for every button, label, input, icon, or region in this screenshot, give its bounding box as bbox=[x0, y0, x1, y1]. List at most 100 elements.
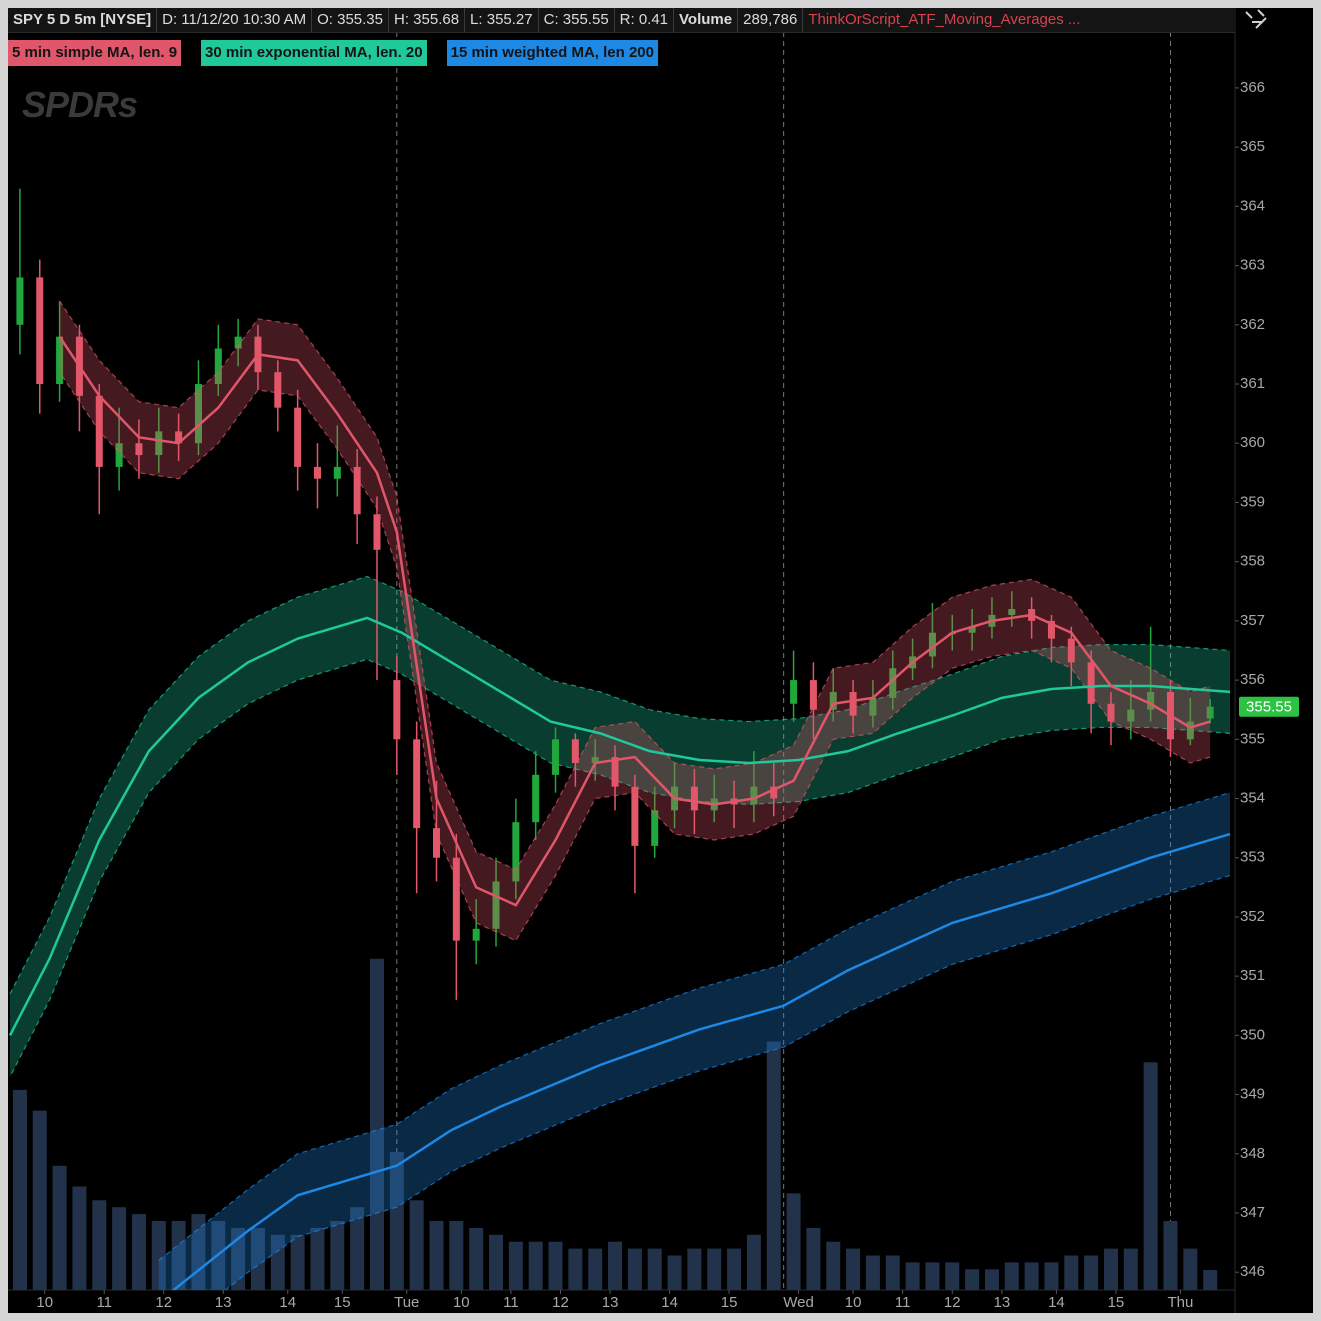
x-tick-label: 12 bbox=[155, 1294, 172, 1311]
legend-entry[interactable]: 30 min exponential MA, len. 20 bbox=[201, 40, 427, 66]
plot-area bbox=[8, 32, 1231, 1290]
volume-bar bbox=[766, 1041, 781, 1290]
volume-bar bbox=[409, 1200, 424, 1290]
y-tick-label: 353 bbox=[1240, 849, 1265, 866]
candle-body bbox=[571, 739, 579, 763]
candle-body bbox=[56, 336, 64, 385]
candle-body bbox=[690, 786, 698, 811]
volume-bar bbox=[865, 1255, 880, 1290]
chart-background bbox=[8, 8, 1313, 1313]
x-tick-label: 11 bbox=[96, 1294, 112, 1311]
volume-bar bbox=[925, 1262, 940, 1290]
y-tick-label: 355 bbox=[1240, 730, 1265, 747]
candle-body bbox=[452, 857, 460, 941]
volume-bar bbox=[131, 1214, 146, 1290]
volume-bar bbox=[984, 1269, 999, 1290]
x-tick-label: 12 bbox=[944, 1294, 961, 1311]
candle-body bbox=[333, 466, 341, 479]
y-tick-label: 364 bbox=[1240, 197, 1265, 214]
volume-bar bbox=[52, 1165, 67, 1290]
candle-body bbox=[294, 407, 302, 467]
study-name[interactable]: ThinkOrScript_ATF_Moving_Averages ... bbox=[808, 11, 1081, 28]
volume-bar bbox=[1183, 1248, 1198, 1290]
x-tick-label: 12 bbox=[552, 1294, 569, 1311]
x-tick-label: 15 bbox=[1108, 1294, 1125, 1311]
settings-icon[interactable] bbox=[1245, 9, 1267, 29]
volume-bar bbox=[231, 1227, 246, 1290]
y-tick-label: 349 bbox=[1240, 1086, 1265, 1103]
volume-bar bbox=[449, 1221, 464, 1290]
candle-body bbox=[274, 372, 282, 408]
volume-bar bbox=[290, 1234, 305, 1290]
candle-body bbox=[115, 443, 123, 467]
volume-bar bbox=[727, 1248, 742, 1290]
volume-bar bbox=[1024, 1262, 1039, 1290]
candle-body bbox=[1127, 709, 1135, 722]
ma-band-edge bbox=[59, 300, 1211, 871]
volume: 289,786 bbox=[738, 8, 804, 32]
volume-bar bbox=[687, 1248, 702, 1290]
volume-bar bbox=[588, 1248, 603, 1290]
candle-body bbox=[413, 739, 421, 829]
candle-body bbox=[1087, 662, 1095, 704]
volume-bar bbox=[310, 1227, 325, 1290]
header-bar: SPY 5 D 5m [NYSE] D: 11/12/20 10:30 AM O… bbox=[8, 8, 1235, 33]
volume-bar bbox=[1123, 1248, 1138, 1290]
candle-body bbox=[36, 277, 44, 385]
candle-body bbox=[175, 431, 183, 444]
candle-body bbox=[750, 786, 758, 805]
y-tick-label: 357 bbox=[1240, 612, 1265, 629]
volume-bar bbox=[746, 1234, 761, 1290]
candle-body bbox=[591, 757, 599, 763]
volume-bar bbox=[945, 1262, 960, 1290]
volume-bar bbox=[667, 1255, 682, 1290]
volume-bar bbox=[32, 1110, 47, 1290]
candle-body bbox=[532, 774, 540, 823]
legend-entry[interactable]: 15 min weighted MA, len 200 bbox=[446, 40, 658, 66]
volume-bar bbox=[469, 1227, 484, 1290]
volume-bar bbox=[389, 1152, 404, 1290]
high: H: 355.68 bbox=[389, 8, 466, 32]
candle-body bbox=[393, 680, 401, 740]
volume-bar bbox=[608, 1241, 623, 1290]
candle-body bbox=[1047, 620, 1055, 639]
volume-bar bbox=[548, 1241, 563, 1290]
x-tick-label: 13 bbox=[602, 1294, 619, 1311]
low: L: 355.27 bbox=[465, 8, 539, 32]
axes: 346 347 348 349 350 351 352 353 354 355 356 357 358 3… bbox=[36, 79, 1299, 1311]
volume-bar bbox=[885, 1255, 900, 1290]
candle-body bbox=[1008, 609, 1016, 615]
candle-body bbox=[1147, 691, 1155, 710]
volume-bar bbox=[250, 1227, 265, 1290]
y-tick-label: 361 bbox=[1240, 375, 1265, 392]
candle-body bbox=[552, 739, 560, 775]
volume-bar bbox=[12, 1089, 27, 1290]
candle-body bbox=[651, 810, 659, 846]
candle-body bbox=[1186, 721, 1194, 740]
y-tick-label: 359 bbox=[1240, 493, 1265, 510]
candle-body bbox=[234, 336, 242, 349]
candle-body bbox=[770, 786, 778, 799]
candle-body bbox=[829, 691, 837, 710]
volume-bar bbox=[568, 1248, 583, 1290]
candle-body bbox=[928, 632, 936, 657]
legend-entry[interactable]: 5 min simple MA, len. 9 bbox=[8, 40, 182, 66]
y-tick-label: 351 bbox=[1240, 967, 1265, 984]
candle-body bbox=[492, 881, 500, 929]
x-tick-label: 10 bbox=[845, 1294, 862, 1311]
icon-stroke bbox=[1245, 9, 1267, 29]
y-tick-label: 360 bbox=[1240, 434, 1265, 451]
volume-bar bbox=[786, 1193, 801, 1290]
ma-band-edge bbox=[158, 792, 1231, 1261]
candle-body bbox=[790, 680, 798, 704]
last-price-box bbox=[1239, 696, 1299, 717]
volume-bar bbox=[1044, 1262, 1059, 1290]
y-tick-label: 356 bbox=[1240, 671, 1265, 688]
volume-bar bbox=[965, 1269, 980, 1290]
candle-body bbox=[433, 828, 441, 858]
legend: 5 min simple MA, len. 9 30 min exponentia… bbox=[8, 40, 658, 66]
volume-bar bbox=[270, 1234, 285, 1290]
candle-body bbox=[214, 348, 222, 385]
symbol[interactable]: SPY 5 D 5m [NYSE] bbox=[8, 8, 158, 32]
candle-body bbox=[869, 697, 877, 716]
